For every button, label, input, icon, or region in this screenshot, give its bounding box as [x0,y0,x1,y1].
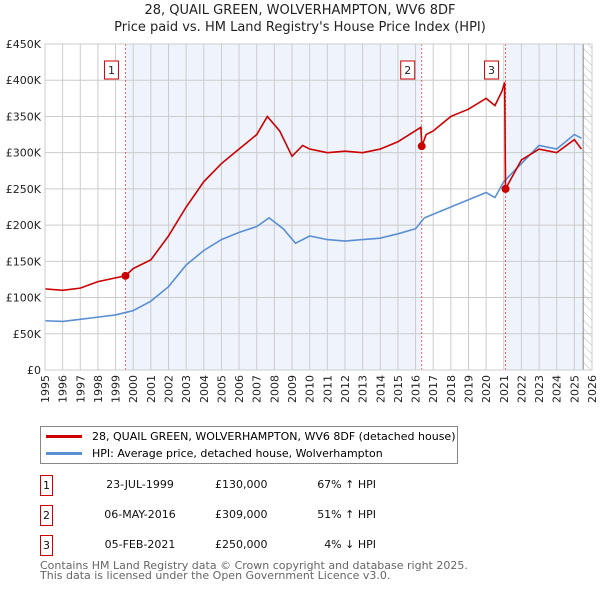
x-tick-label: 2011 [321,375,334,403]
legend-item-property: 28, QUAIL GREEN, WOLVERHAMPTON, WV6 8DF … [41,427,456,445]
x-tick-label: 1998 [92,375,105,403]
sale-label-box [103,60,119,80]
sale-point [121,271,130,280]
y-tick-label: £300K [6,147,42,160]
x-tick-label: 2013 [357,375,370,403]
x-tick-label: 2000 [127,375,140,403]
x-tick-label: 2024 [551,375,564,403]
x-tick-label: 2019 [462,375,475,403]
sale-price: £309,000 [215,508,268,521]
sale-marker: 2 [40,505,53,526]
legend-label: HPI: Average price, detached house, Wolv… [92,446,383,460]
x-tick-label: 2014 [374,375,387,403]
x-tick-label: 2021 [498,375,511,403]
x-tick-label: 2026 [586,375,599,403]
x-tick-label: 2015 [392,375,405,403]
x-tick-label: 2023 [533,375,546,403]
legend: 28, QUAIL GREEN, WOLVERHAMPTON, WV6 8DF … [40,426,458,464]
x-tick-label: 2022 [515,375,528,403]
y-tick-label: £250K [6,183,42,196]
legend-item-hpi: HPI: Average price, detached house, Wolv… [41,444,383,462]
x-tick-label: 1996 [57,375,70,403]
y-tick-label: £50K [13,328,42,341]
x-tick-label: 2017 [427,375,440,403]
x-tick-label: 2018 [445,375,458,403]
x-tick-label: 2004 [198,375,211,403]
property-price-line [44,82,583,292]
sale-point [501,184,510,193]
price-chart: 1995 1996 1997 1998 1999 2000 2001 2002 2003 2004… [6,38,599,403]
sale-hpi: 51% ↑ HPI [317,508,376,521]
plot-border [44,43,593,371]
footer-licence: This data is licensed under the Open Gov… [40,569,391,582]
sale-marker: 1 [40,475,53,496]
y-tick-label: £100K [6,292,42,305]
chart-subtitle: Price paid vs. HM Land Registry's House … [114,20,486,35]
shaded-period [505,44,584,370]
x-tick-label: 2008 [268,375,281,403]
sale-price: £250,000 [215,538,268,551]
shaded-period [125,44,422,370]
x-tick-label: 2025 [568,375,581,403]
sale-date: 23-JUL-1999 [106,478,174,491]
x-tick-label: 2002 [163,375,176,403]
sale-label-box [400,60,416,80]
sale-label: 2 [404,64,411,77]
sale-date: 06-MAY-2016 [104,508,176,521]
x-tick-label: 1997 [74,375,87,403]
x-tick-label: 2020 [480,375,493,403]
hpi-line [44,133,582,323]
sale-row: 3 05-FEB-2021 £250,000 4% ↓ HPI [40,535,440,556]
x-tick-label: 1999 [110,375,123,403]
sale-hpi: 67% ↑ HPI [317,478,376,491]
y-tick-label: £200K [6,219,42,232]
legend-swatch [46,451,82,455]
x-tick-label: 2016 [410,375,423,403]
chart-title: 28, QUAIL GREEN, WOLVERHAMPTON, WV6 8DF [144,3,456,18]
footer: Contains HM Land Registry data © Crown c… [40,559,468,582]
x-tick-label: 2005 [215,375,228,403]
x-tick-label: 2006 [233,375,246,403]
forecast-hatch [583,44,592,370]
x-tick-label: 2001 [145,375,158,403]
sale-date: 05-FEB-2021 [104,538,176,551]
x-tick-label: 1995 [39,375,52,403]
x-tick-label: 2009 [286,375,299,403]
sale-row: 1 23-JUL-1999 £130,000 67% ↑ HPI [40,475,440,496]
legend-label: 28, QUAIL GREEN, WOLVERHAMPTON, WV6 8DF … [92,429,456,443]
x-tick-label: 2010 [304,375,317,403]
sale-hpi: 4% ↓ HPI [324,538,376,551]
y-tick-label: £0 [27,364,41,377]
sale-marker: 3 [40,535,53,556]
x-tick-label: 2012 [339,375,352,403]
sale-row: 2 06-MAY-2016 £309,000 51% ↑ HPI [40,505,440,526]
sale-label-box [484,60,500,80]
x-tick-label: 2007 [251,375,264,403]
y-tick-label: £350K [6,110,42,123]
y-tick-label: £400K [6,74,42,87]
footer-copyright: Contains HM Land Registry data © Crown c… [40,559,468,572]
legend-swatch [46,434,82,438]
sale-label: 3 [488,64,495,77]
y-tick-label: £150K [6,255,42,268]
sale-point [417,142,426,151]
sale-price: £130,000 [215,478,268,491]
x-tick-label: 2003 [180,375,193,403]
sale-label: 1 [108,64,115,77]
y-tick-label: £450K [6,38,42,51]
